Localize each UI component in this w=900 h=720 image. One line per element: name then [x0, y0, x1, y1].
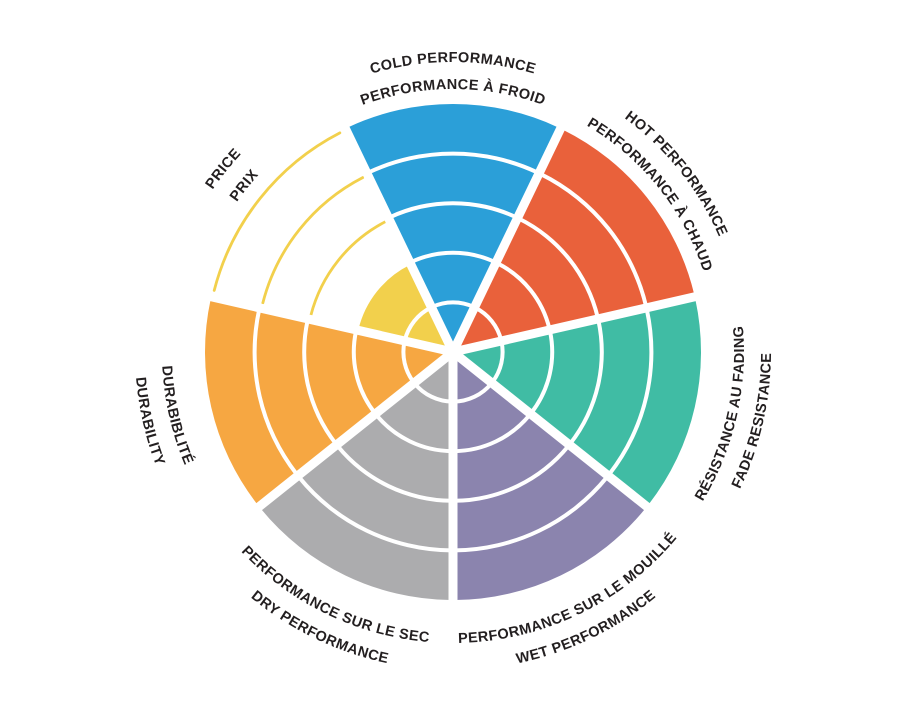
sector-durability-ring-4 — [256, 310, 335, 473]
sector-cold-ring-2 — [411, 254, 495, 306]
sector-divider — [448, 123, 567, 354]
label-text-durability-fr: DURABIBLITÉ — [158, 365, 196, 467]
label-text-cold-en: COLD PERFORMANCE — [368, 50, 537, 78]
sector-price-ring-2 — [358, 264, 431, 340]
sector-hot-ring-5 — [541, 129, 695, 306]
sector-wet — [453, 352, 646, 600]
label-durability-fr: DURABIBLITÉ — [158, 365, 197, 467]
sector-wet-ring-5 — [455, 478, 646, 600]
sector-divider — [253, 348, 456, 513]
sector-fade-ring-3 — [532, 320, 600, 443]
sector-cold-ring-4 — [369, 155, 537, 216]
sector-fade-ring-4 — [571, 310, 650, 473]
sector-fade-ring-5 — [610, 299, 701, 505]
sector-dry-ring-5 — [260, 478, 451, 600]
sectors-group — [204, 104, 701, 600]
sector-divider — [450, 348, 653, 513]
sector-durability-ring-3 — [306, 320, 374, 443]
label-text-price-fr: PRIX — [227, 167, 261, 205]
label-price-fr: PRIX — [227, 167, 262, 205]
sector-cold-ring-3 — [390, 205, 516, 261]
sector-hot — [453, 129, 695, 352]
sector-durability — [204, 299, 453, 505]
sector-price-ring-3-outline — [309, 220, 388, 317]
sector-hot-ring-4 — [519, 175, 645, 317]
sector-cold-ring-5 — [347, 104, 559, 171]
sector-price-ring-5-outline — [212, 131, 342, 292]
sector-dividers — [206, 123, 700, 604]
label-cold-en: COLD PERFORMANCE — [368, 50, 537, 78]
sector-divider — [206, 291, 455, 357]
sector-wet-ring-3 — [454, 415, 567, 499]
sector-durability-ring-5 — [204, 299, 296, 505]
sector-dry-ring-3 — [339, 415, 452, 499]
sector-dry-ring-4 — [300, 447, 452, 549]
sector-hot-ring-2 — [475, 264, 548, 340]
sector-wet-ring-4 — [454, 447, 606, 549]
sector-price-ring-4-outline — [261, 176, 365, 305]
sector-hot-ring-3 — [497, 220, 596, 329]
sector-divider — [339, 123, 458, 354]
sector-cold — [347, 104, 559, 352]
sector-cold-ring-1 — [432, 304, 474, 352]
sector-divider — [451, 291, 700, 357]
